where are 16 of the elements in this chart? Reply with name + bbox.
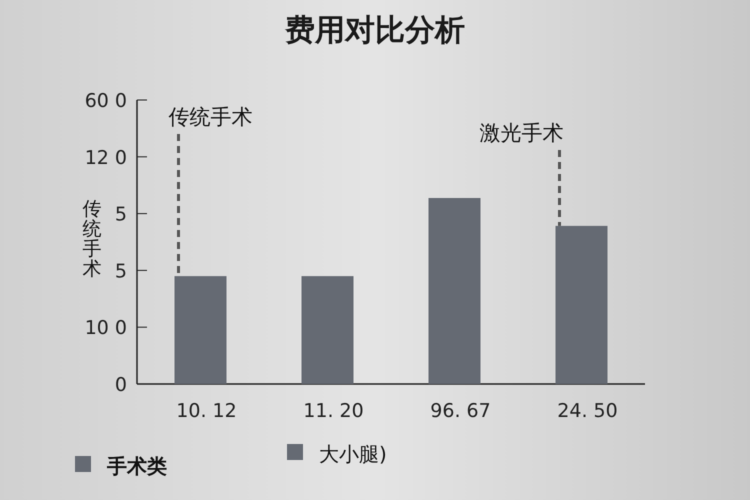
text: 传统手术 bbox=[168, 105, 252, 129]
x-tick-label: 10. 12 bbox=[176, 400, 237, 422]
text: 激光手术 bbox=[480, 121, 564, 145]
text: 60 0 bbox=[84, 90, 127, 112]
legend-label: 手术类 bbox=[106, 454, 167, 478]
text: 5 bbox=[114, 260, 127, 282]
y-axis-title: 传统手术 bbox=[82, 198, 102, 280]
text: 0 bbox=[114, 374, 127, 396]
text: 10 0 bbox=[84, 317, 127, 340]
x-tick-label: 11. 20 bbox=[303, 400, 364, 422]
text: 5 bbox=[114, 204, 127, 226]
x-tick-label: 96. 67 bbox=[430, 400, 491, 422]
text: 12 0 bbox=[84, 146, 127, 169]
legend-label: 大小腿) bbox=[319, 442, 387, 466]
x-tick-label: 24. 50 bbox=[557, 400, 618, 422]
chart-title: 费用对比分析 bbox=[284, 13, 465, 48]
